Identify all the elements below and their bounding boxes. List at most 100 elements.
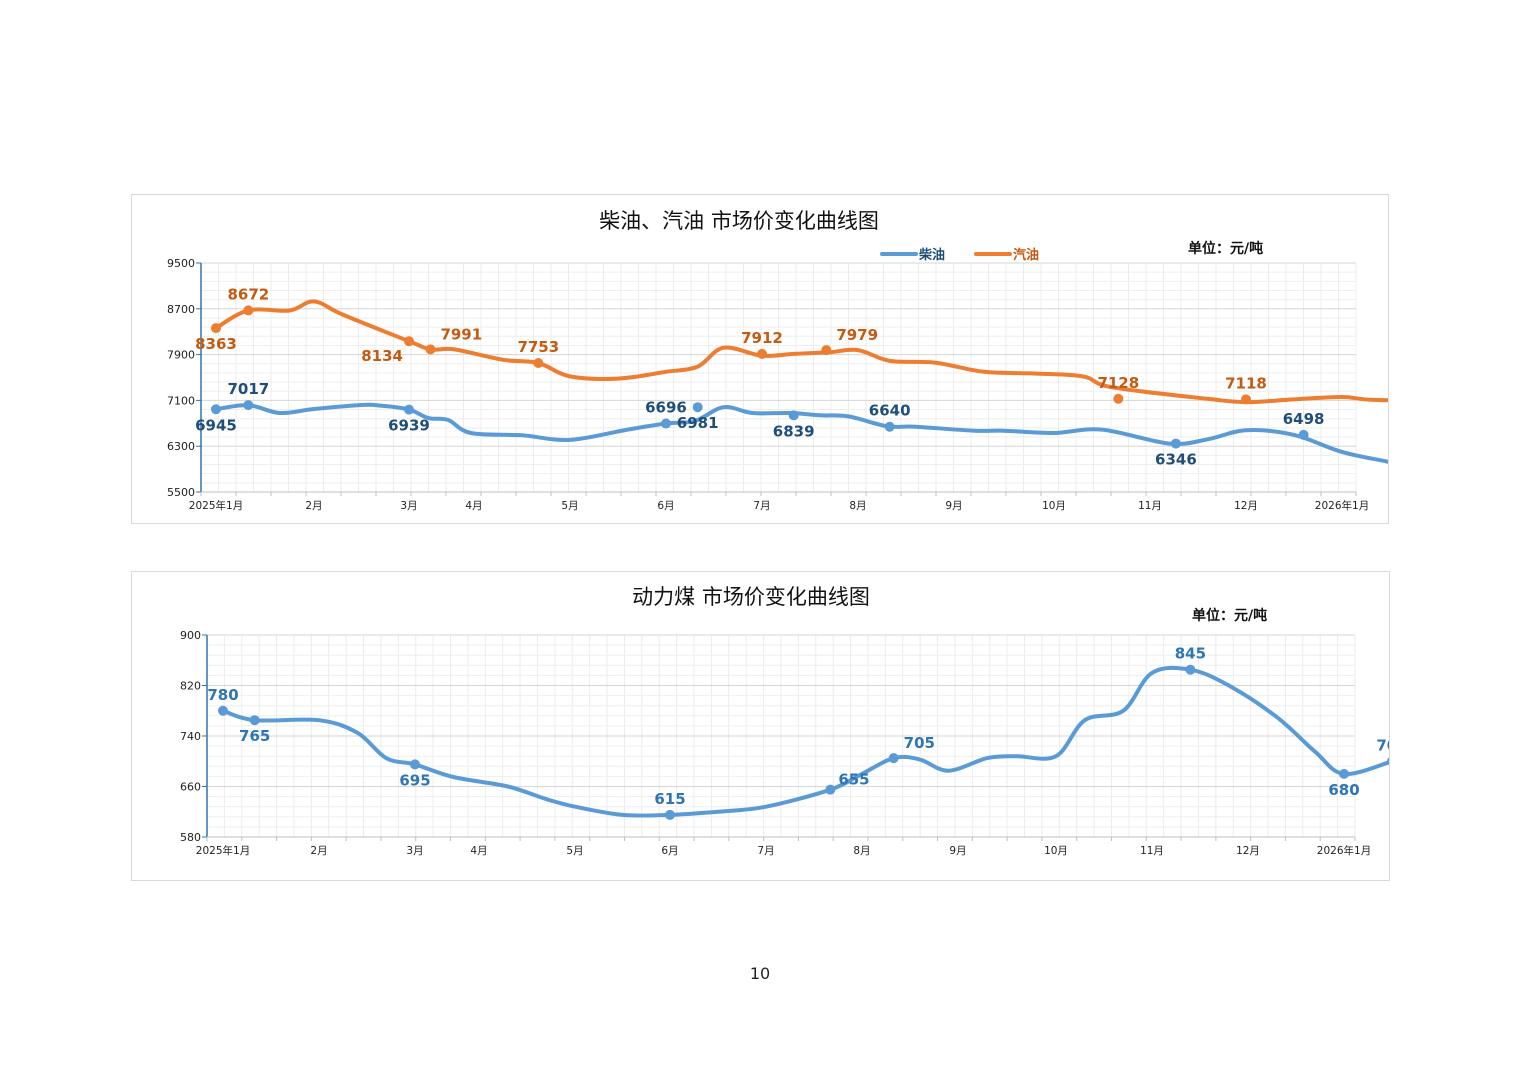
data-label: 6696 (645, 399, 687, 417)
x-tick-label: 2026年1月 (1317, 844, 1371, 857)
y-tick-label: 740 (180, 730, 201, 743)
data-label: 8363 (195, 335, 237, 353)
series-line-柴油 (214, 402, 1388, 464)
data-label: 655 (838, 771, 869, 789)
data-point (1298, 429, 1309, 440)
data-point (218, 705, 228, 716)
data-point (243, 400, 254, 411)
data-point (1170, 438, 1181, 449)
y-tick-label: 9500 (167, 257, 195, 270)
data-label: 7128 (1097, 374, 1139, 392)
x-tick-label: 9月 (949, 845, 966, 857)
data-label: 700 (1376, 736, 1389, 754)
data-point (1185, 664, 1196, 675)
x-tick-label: 6月 (657, 500, 674, 512)
x-tick-label: 4月 (465, 500, 482, 512)
y-tick-label: 8700 (167, 303, 195, 316)
data-label: 6640 (869, 402, 911, 420)
x-tick-label: 3月 (400, 500, 417, 512)
data-label: 705 (904, 734, 935, 752)
y-tick-label: 7900 (167, 349, 195, 362)
gridlines (200, 262, 1357, 493)
data-point (211, 404, 221, 415)
data-point (1339, 768, 1349, 779)
data-label: 7753 (517, 338, 559, 356)
data-point (533, 358, 544, 369)
x-tick-label: 2025年1月 (196, 844, 250, 857)
data-point (884, 421, 895, 432)
x-tick-label: 10月 (1044, 845, 1068, 857)
data-point (665, 809, 675, 820)
data-point (211, 323, 221, 334)
data-label: 6981 (677, 414, 719, 432)
x-tick-label: 2025年1月 (189, 499, 243, 512)
data-point (661, 418, 671, 429)
data-point (788, 410, 799, 421)
data-point (410, 759, 420, 770)
x-tick-label: 7月 (753, 500, 770, 512)
data-label: 6498 (1283, 410, 1325, 428)
x-tick-label: 3月 (406, 845, 423, 857)
data-label: 6346 (1155, 451, 1197, 469)
x-tick-label: 5月 (561, 500, 578, 512)
data-label: 765 (239, 727, 270, 745)
data-label: 7979 (836, 326, 878, 344)
data-label: 6945 (195, 416, 237, 434)
x-tick-label: 8月 (853, 845, 870, 857)
unit-label: 单位：元/吨 (1192, 607, 1267, 624)
data-label: 8672 (227, 285, 269, 303)
y-tick-label: 5500 (167, 486, 195, 499)
y-tick-label: 580 (180, 831, 201, 844)
data-label: 7991 (440, 325, 482, 343)
x-tick-label: 12月 (1236, 845, 1260, 857)
x-tick-label: 2026年1月 (1315, 499, 1369, 512)
data-label: 8134 (361, 347, 403, 365)
data-point (1113, 393, 1124, 404)
gridlines (206, 634, 1356, 838)
data-point (1241, 394, 1251, 405)
unit-label: 单位：元/吨 (1188, 240, 1263, 257)
y-tick-label: 660 (180, 781, 201, 794)
x-tick-label: 2月 (305, 500, 322, 512)
data-point (404, 404, 414, 415)
coal-price-chart: 动力煤 市场价变化曲线图单位：元/吨 900 820 740 660 580 2025年1月… (131, 571, 1390, 881)
x-tick-label: 7月 (757, 845, 774, 857)
data-point (888, 753, 899, 764)
legend-label-柴油: 柴油 (918, 247, 945, 263)
x-tick-label: 10月 (1042, 500, 1066, 512)
x-tick-label: 9月 (945, 500, 962, 512)
data-label: 680 (1328, 781, 1359, 799)
data-point (425, 344, 436, 355)
chart-title: 动力煤 市场价变化曲线图 (632, 585, 870, 609)
x-tick-label: 11月 (1140, 845, 1164, 857)
data-point (821, 345, 832, 356)
data-label: 615 (654, 790, 685, 808)
y-tick-label: 7100 (167, 394, 195, 407)
data-label: 6839 (773, 422, 815, 440)
y-tick-label: 900 (180, 629, 201, 642)
data-label: 780 (207, 686, 238, 704)
data-point (404, 336, 414, 347)
x-tick-label: 6月 (661, 845, 678, 857)
chart-title: 柴油、汽油 市场价变化曲线图 (599, 209, 879, 233)
x-tick-label: 4月 (470, 845, 487, 857)
data-label: 7017 (227, 380, 269, 398)
data-point (243, 305, 254, 316)
y-tick-label: 6300 (167, 440, 195, 453)
data-label: 695 (399, 771, 430, 789)
x-tick-label: 5月 (566, 845, 583, 857)
fuel-price-chart: 柴油、汽油 市场价变化曲线图单位：元/吨 9500 8700 7900 7100 6300… (131, 194, 1389, 524)
x-tick-label: 8月 (849, 500, 866, 512)
y-tick-label: 820 (180, 680, 201, 693)
data-label: 6939 (388, 417, 430, 435)
data-point (825, 784, 836, 795)
data-point (1387, 757, 1389, 766)
data-label: 7912 (741, 329, 783, 347)
data-point (757, 348, 767, 359)
data-label: 7118 (1225, 374, 1267, 392)
data-point (692, 402, 703, 413)
x-tick-label: 11月 (1138, 500, 1162, 512)
data-label: 845 (1175, 645, 1206, 663)
